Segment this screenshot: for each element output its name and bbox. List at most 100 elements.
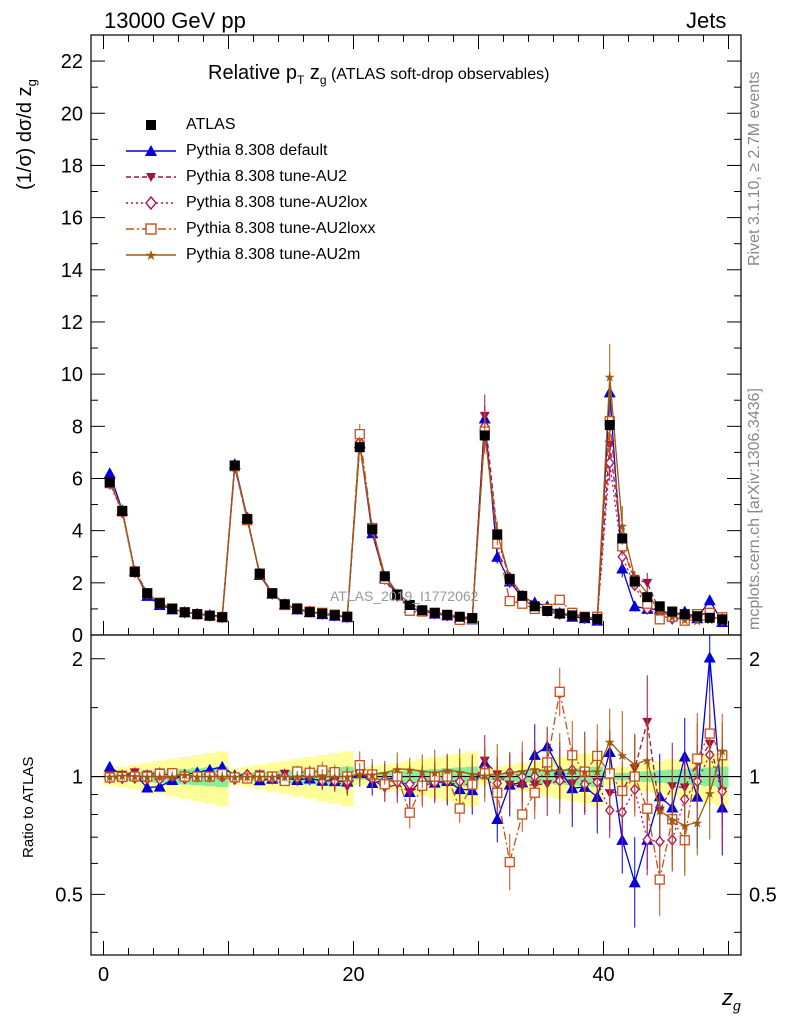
series-1: [103, 372, 729, 928]
ratio-point: ★: [179, 768, 191, 783]
data-point-atlas: [367, 524, 378, 535]
series-4: [104, 384, 728, 917]
plot-title: Relative pT zg (ATLAS soft-drop observab…: [208, 62, 550, 87]
ratio-point: ★: [704, 786, 716, 801]
data-point-atlas: [192, 609, 203, 620]
data-point-atlas: [154, 598, 165, 609]
data-point: [504, 595, 515, 607]
ratio-point: [628, 876, 641, 888]
legend-item-default: Pythia 8.308 default: [126, 138, 375, 164]
y-tick-label-top: 4: [72, 521, 83, 543]
ratio-point: ★: [391, 762, 403, 777]
y-tick-label-top: 12: [61, 312, 83, 334]
data-point-atlas: [329, 610, 340, 621]
data-point-atlas: [392, 589, 403, 600]
data-point: [617, 550, 628, 563]
y-tick-label-top: 18: [61, 155, 83, 177]
data-point-atlas: [454, 611, 465, 622]
ratio-point: [642, 833, 653, 846]
ratio-point: ★: [679, 818, 691, 833]
data-point-atlas: [204, 610, 215, 621]
legend-item-atlas: ATLAS: [126, 112, 375, 138]
header-energy: 13000 GeV pp: [104, 8, 246, 33]
ratio-point: ★: [254, 770, 266, 785]
data-point-atlas: [704, 612, 715, 623]
y-tick-label-bottom-right: 2: [749, 649, 760, 671]
ratio-point: ★: [629, 758, 641, 773]
data-point-atlas: [267, 588, 278, 599]
ratio-point: ★: [554, 763, 566, 778]
ratio-point: ★: [229, 770, 241, 785]
data-point-atlas: [254, 568, 265, 579]
data-point-atlas: [467, 613, 478, 624]
data-point-atlas: [579, 612, 590, 623]
data-point-atlas: [442, 609, 453, 620]
mcplots-label: mcplots.cern.ch [arXiv:1306.3436]: [746, 388, 763, 630]
data-point-atlas: [217, 612, 228, 623]
data-point-atlas: [379, 571, 390, 582]
x-tick-label: 20: [342, 964, 364, 986]
legend-item-au2: Pythia 8.308 tune-AU2: [126, 164, 375, 190]
data-point-atlas: [242, 513, 253, 524]
ratio-point: ★: [666, 812, 678, 827]
data-point-atlas: [567, 610, 578, 621]
data-point-atlas: [604, 420, 615, 430]
ratio-point: ★: [141, 770, 153, 785]
ratio-point: [404, 807, 415, 818]
y-tick-label-top: 6: [72, 468, 83, 490]
ratio-point: ★: [566, 763, 578, 778]
ratio-point: [141, 781, 154, 793]
data-point-atlas: [479, 430, 490, 441]
ratio-point: ★: [104, 770, 116, 785]
data-point-atlas: [629, 576, 640, 587]
ratio-point: ★: [154, 770, 166, 785]
y-tick-label-top: 16: [61, 208, 83, 230]
data-point: ★: [666, 610, 678, 625]
ratio-point: ★: [541, 764, 553, 779]
data-point-atlas: [279, 599, 290, 610]
data-point-atlas: [429, 607, 440, 618]
y-tick-label-top: 20: [61, 103, 83, 125]
ratio-point: [103, 760, 116, 772]
ratio-point: ★: [204, 770, 216, 785]
data-point-atlas: [717, 614, 728, 625]
y-tick-label-bottom: 1: [72, 767, 83, 789]
data-point-atlas: [317, 608, 328, 619]
ratio-point: [529, 787, 540, 798]
y-axis-label-bottom: Ratio to ATLAS: [20, 756, 37, 858]
data-point: [642, 578, 653, 588]
legend-item-au2m: ★ Pythia 8.308 tune-AU2m: [126, 246, 361, 263]
data-point-atlas: [542, 606, 553, 616]
data-point-atlas: [667, 606, 678, 617]
y-tick-label-top: 2: [72, 573, 83, 595]
rivet-label: Rivet 3.1.10, ≥ 2.7M events: [746, 71, 763, 266]
ratio-point: ★: [354, 767, 366, 782]
ratio-point: ★: [416, 764, 428, 779]
ratio-point: [517, 809, 528, 820]
ratio-point: ★: [366, 767, 378, 782]
ratio-point: ★: [454, 765, 466, 780]
ratio-point: ★: [591, 764, 603, 779]
y-tick-label-bottom: 0.5: [55, 884, 83, 906]
y-tick-label-top: 14: [61, 260, 83, 282]
ratio-point: [454, 803, 465, 814]
ratio-point: ★: [616, 748, 628, 763]
x-tick-label: 40: [592, 964, 614, 986]
ratio-point: ★: [491, 767, 503, 782]
data-point-atlas: [304, 607, 315, 618]
data-point-atlas: [179, 607, 190, 618]
x-tick-label: 0: [98, 964, 109, 986]
series-atlas: [104, 420, 728, 625]
ratio-point: ★: [241, 770, 253, 785]
x-axis-label: zg: [722, 985, 741, 1014]
data-point-atlas: [642, 592, 653, 603]
data-point: [628, 600, 641, 612]
ratio-point: ★: [579, 765, 591, 780]
ratio-point: [491, 812, 504, 824]
y-tick-label-top: 0: [72, 625, 83, 647]
ratio-point: ★: [429, 766, 441, 781]
series-3: [104, 411, 728, 890]
y-tick-label-bottom: 2: [72, 649, 83, 671]
